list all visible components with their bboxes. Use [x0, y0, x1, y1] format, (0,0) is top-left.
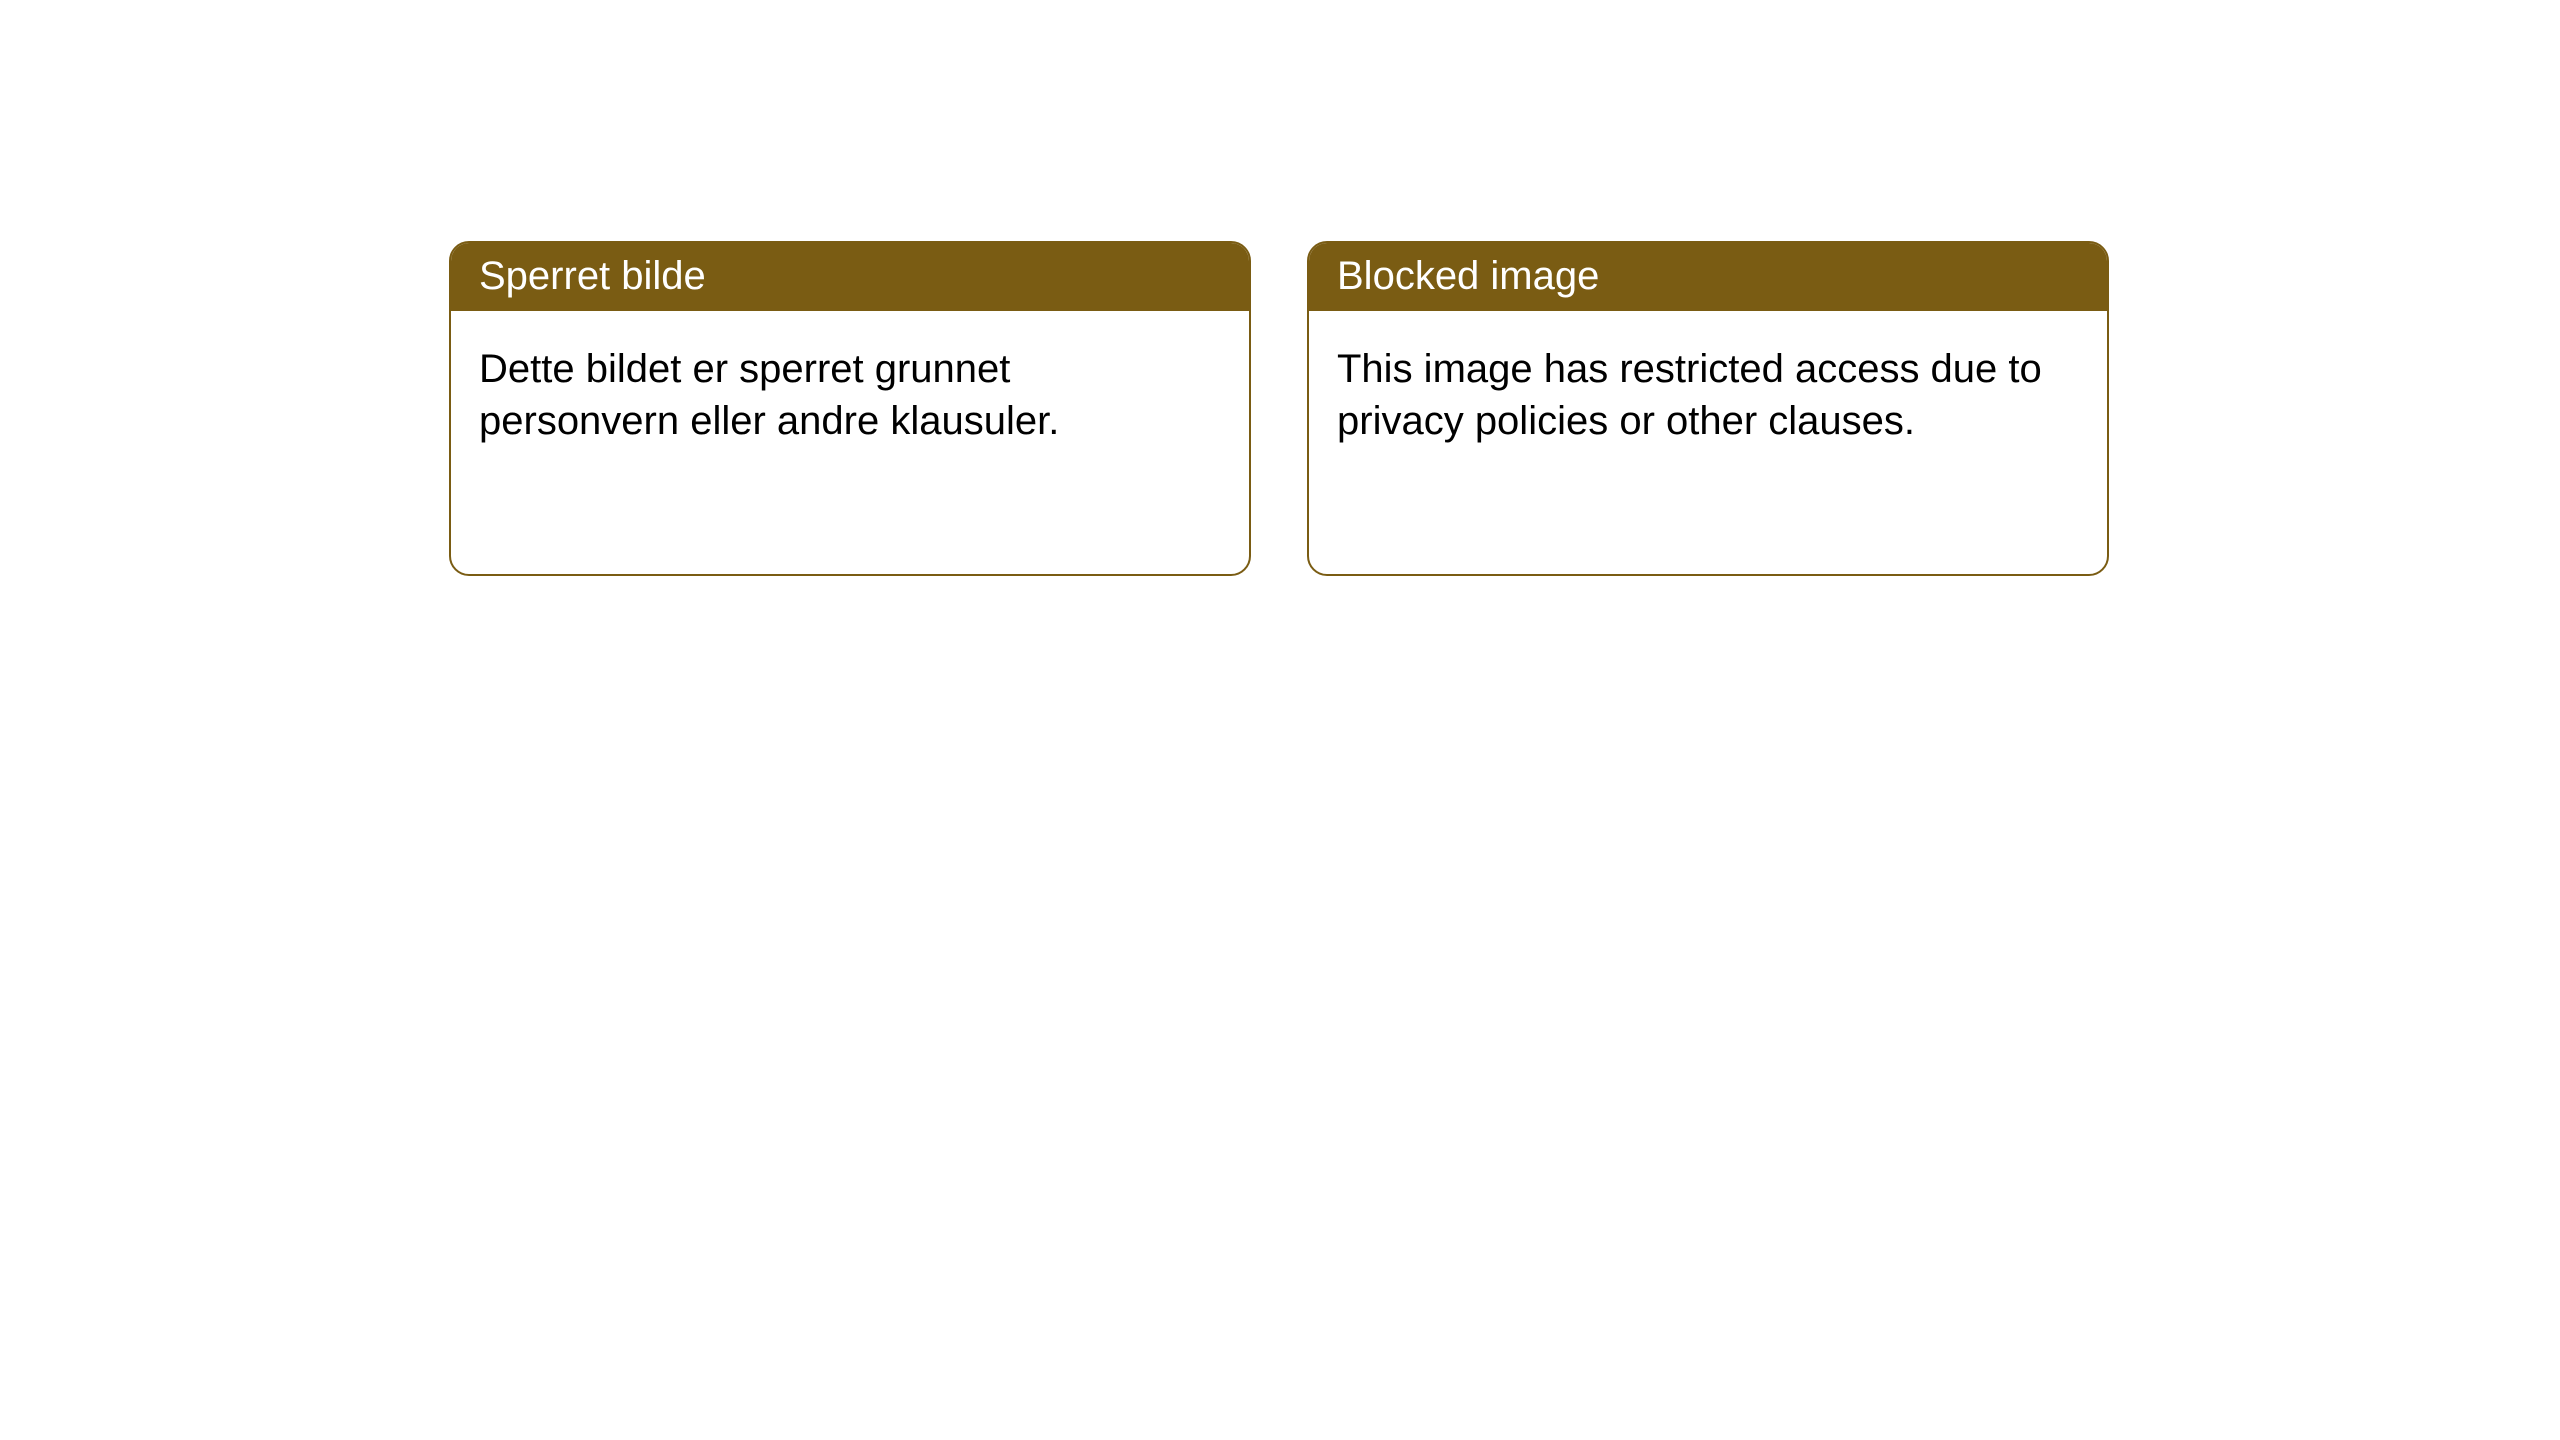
card-body-text: This image has restricted access due to …	[1309, 311, 2107, 479]
card-title: Sperret bilde	[451, 243, 1249, 311]
card-title: Blocked image	[1309, 243, 2107, 311]
notice-card-english: Blocked image This image has restricted …	[1307, 241, 2109, 576]
card-body-text: Dette bildet er sperret grunnet personve…	[451, 311, 1249, 479]
notice-card-norwegian: Sperret bilde Dette bildet er sperret gr…	[449, 241, 1251, 576]
notice-cards-container: Sperret bilde Dette bildet er sperret gr…	[449, 241, 2109, 576]
